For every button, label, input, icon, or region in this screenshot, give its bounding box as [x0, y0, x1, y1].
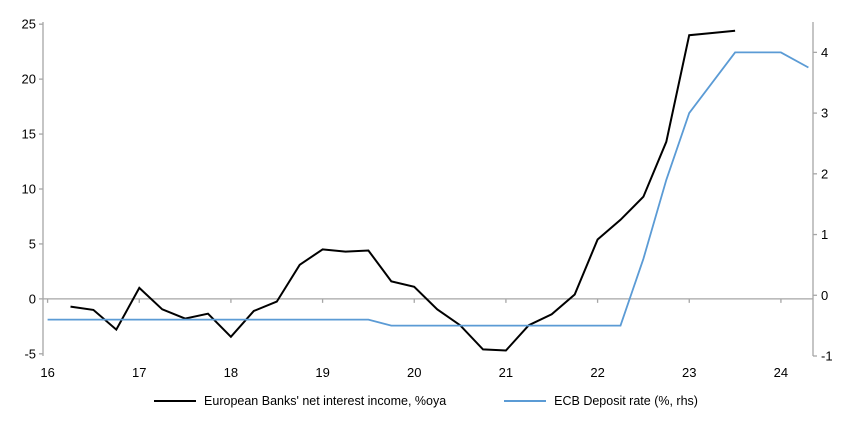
left-axis-tick-label: 5: [29, 236, 36, 251]
right-axis-tick-label: 0: [821, 288, 828, 303]
series-line-ecb-deposit-rate: [47, 51, 809, 327]
legend-label-ecb-deposit-rate: ECB Deposit rate (%, rhs): [554, 394, 698, 408]
x-axis-tick-label: 21: [499, 365, 513, 380]
x-axis-tick-label: 20: [407, 365, 421, 380]
right-axis-tick-label: 2: [821, 166, 828, 181]
legend-line-black: [154, 400, 197, 402]
chart-legend: European Banks' net interest income, %oy…: [0, 394, 852, 408]
legend-line-blue: [504, 400, 547, 402]
x-axis-tick-label: 19: [315, 365, 329, 380]
right-axis-tick-label: 3: [821, 106, 828, 121]
x-axis-tick-label: 23: [682, 365, 696, 380]
x-axis-tick-label: 18: [224, 365, 238, 380]
legend-label-net-interest-income: European Banks' net interest income, %oy…: [204, 394, 447, 408]
x-axis-tick-label: 17: [132, 365, 146, 380]
right-axis-tick-label: 1: [821, 227, 828, 242]
left-axis-tick-label: 25: [22, 17, 36, 32]
left-axis-tick-label: 10: [22, 182, 36, 197]
right-axis-tick-label: 4: [821, 45, 828, 60]
right-axis-tick-label: -1: [821, 349, 833, 364]
series-line-net-interest-income: [70, 29, 736, 352]
left-axis-tick-label: -5: [24, 346, 36, 361]
x-axis-tick-label: 22: [590, 365, 604, 380]
left-axis-tick-label: 20: [22, 72, 36, 87]
x-axis-tick-label: 24: [774, 365, 788, 380]
left-axis-tick-label: 15: [22, 127, 36, 142]
x-axis-tick-label: 16: [40, 365, 54, 380]
legend-item-ecb-deposit-rate: ECB Deposit rate (%, rhs): [504, 394, 698, 408]
legend-item-net-interest-income: European Banks' net interest income, %oy…: [154, 394, 446, 408]
left-axis-tick-label: 0: [29, 291, 36, 306]
